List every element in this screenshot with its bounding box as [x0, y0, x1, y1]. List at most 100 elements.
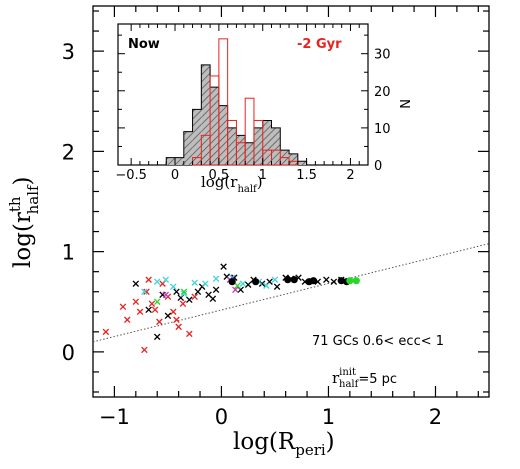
inset-y-tick-label: 0: [374, 159, 382, 174]
x-tick-label: −1: [99, 405, 130, 429]
data-point-cross: [123, 316, 131, 324]
data-point-cross: [180, 288, 188, 295]
data-point-cross: [132, 280, 140, 287]
data-point-cross: [273, 283, 281, 290]
x-tick-label: 0: [215, 405, 228, 429]
hist-bar-now: [297, 161, 307, 165]
hist-bar-now: [262, 120, 272, 165]
inset-histogram: [165, 38, 308, 166]
hist-bar-now: [201, 64, 211, 165]
data-point-cross: [143, 288, 150, 295]
hist-bar-now: [210, 87, 219, 165]
data-point-dot: [228, 278, 236, 286]
hist-bar-now: [192, 109, 202, 165]
data-point-dot: [284, 276, 292, 284]
inset-axis-ticks: [118, 24, 368, 166]
data-point-cross: [132, 298, 140, 306]
data-point-dot: [352, 277, 360, 285]
hist-bar-now: [183, 131, 193, 165]
inset-x-tick-label: 0: [171, 168, 179, 183]
data-point-cross: [153, 298, 161, 306]
data-point-cross: [271, 276, 279, 283]
data-point-cross: [202, 280, 209, 287]
data-point-cross: [191, 279, 198, 286]
data-point-cross: [239, 280, 247, 287]
inset-y-tick-label: 20: [374, 85, 391, 100]
inset-label-past: -2 Gyr: [297, 37, 342, 52]
hist-bar-now: [218, 105, 228, 165]
data-point-cross: [162, 276, 170, 283]
hist-bar-now: [245, 142, 254, 165]
inset-x-tick-label: −0.5: [115, 168, 147, 183]
data-point-cross: [170, 308, 177, 316]
data-point-cross: [173, 316, 180, 324]
data-point-dot: [337, 277, 345, 285]
inset-x-axis-label: log(rhalf): [201, 173, 263, 195]
data-point-cross: [153, 278, 161, 285]
data-point-cross: [186, 330, 193, 338]
data-point-cross: [151, 306, 159, 314]
data-point-cross: [209, 295, 217, 303]
annotation-rhalf-init: rinit half=5 pc: [332, 367, 397, 390]
y-tick-label: 1: [62, 241, 75, 265]
data-point-cross: [191, 293, 198, 301]
data-point-cross: [119, 303, 127, 311]
data-point-cross: [323, 276, 330, 283]
data-point-cross: [234, 282, 241, 289]
hist-outline-now: [165, 64, 308, 165]
hist-bar-past: [253, 119, 264, 166]
data-point-cross: [145, 306, 152, 314]
data-point-cross: [180, 290, 188, 297]
data-point-cross: [170, 283, 177, 290]
inset-y-tick-label: 10: [374, 122, 391, 137]
data-point-cross: [232, 286, 239, 293]
hist-bar-now: [236, 135, 246, 165]
data-point-dot: [252, 278, 260, 286]
data-point-cross: [330, 278, 338, 285]
annotation-gc-count: 71 GCs 0.6< ecc< 1: [312, 334, 444, 349]
data-point-cross: [220, 263, 227, 270]
data-point-cross: [141, 346, 148, 354]
data-point-cross: [164, 312, 172, 320]
hist-bar-now: [227, 127, 237, 165]
x-axis-label: log(Rperi): [233, 429, 335, 459]
inset-y-axis-label: N: [396, 99, 411, 109]
data-point-cross: [212, 286, 220, 293]
data-point-cross: [153, 333, 161, 341]
data-point-cross: [145, 276, 152, 283]
data-point-cross: [179, 300, 187, 308]
data-point-dot: [346, 277, 354, 285]
x-tick-label: 2: [429, 405, 442, 429]
inset-x-tick-label: 0.5: [209, 168, 230, 183]
hist-bar-past: [218, 38, 229, 166]
data-point-cross: [148, 300, 156, 308]
x-tick-label: 1: [322, 405, 335, 429]
inset-y-tick-label: 30: [374, 48, 391, 63]
data-point-cross: [175, 323, 182, 331]
scatter-points: [102, 263, 360, 354]
hist-bar-now: [253, 127, 263, 165]
data-point-cross: [263, 282, 270, 289]
hist-bar-now: [271, 127, 281, 165]
data-point-cross: [136, 308, 144, 316]
data-point-cross: [162, 291, 170, 298]
data-point-cross: [186, 296, 193, 304]
hist-bar-now: [289, 153, 298, 165]
inset-x-tick-label: 2: [346, 168, 354, 183]
y-axis-label: log(rthhalf): [6, 176, 42, 268]
data-point-dot: [290, 276, 298, 284]
data-point-cross: [173, 288, 180, 295]
y-tick-label: 0: [62, 341, 75, 365]
inset-label-now: Now: [128, 37, 160, 52]
reference-line: [92, 243, 490, 343]
inset-x-tick-label: 1.5: [296, 168, 317, 183]
data-point-cross: [141, 288, 148, 295]
main-axis-ticks: [93, 6, 489, 397]
main-plot-frame: [92, 5, 490, 398]
y-tick-label: 2: [62, 140, 75, 164]
data-point-dot: [309, 277, 318, 285]
data-point-cross: [244, 281, 252, 288]
